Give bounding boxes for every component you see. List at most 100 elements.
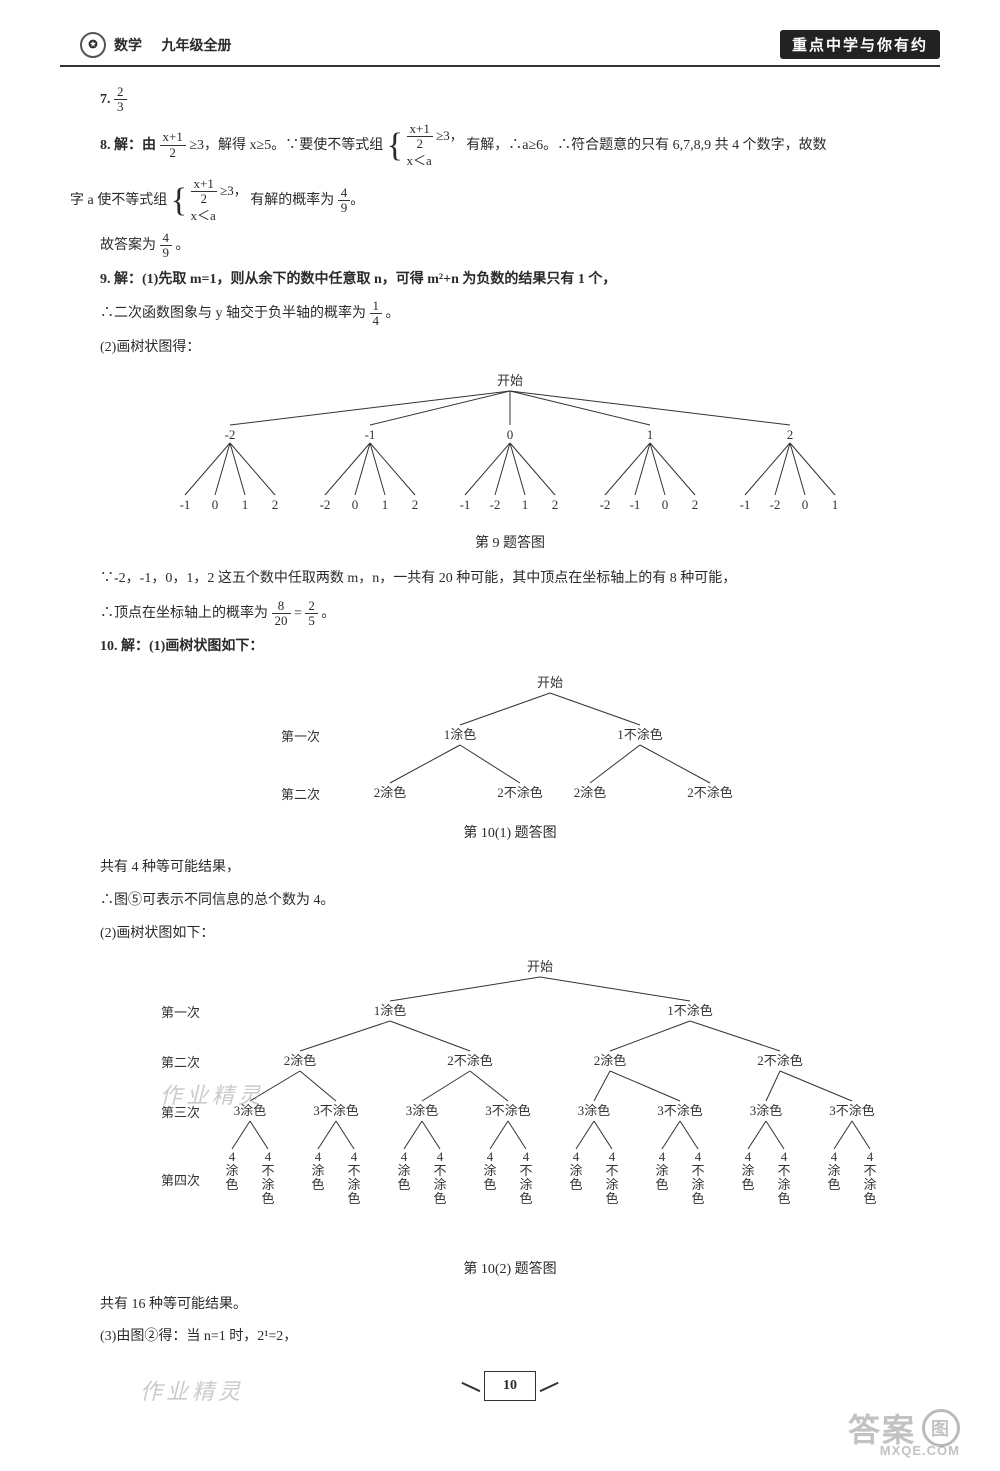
svg-text:0: 0: [352, 497, 359, 512]
brace-icon: {: [387, 132, 403, 159]
svg-text:不: 不: [777, 1163, 790, 1178]
svg-text:-1: -1: [180, 497, 191, 512]
svg-text:1: 1: [647, 427, 654, 442]
svg-text:1不涂色: 1不涂色: [667, 1003, 713, 1018]
svg-text:不: 不: [691, 1163, 704, 1178]
tree-diagram-icon: 开始第一次第二次1涂色1不涂色2涂色2不涂色2涂色2不涂色: [190, 669, 830, 819]
q10-p2: (2)画树状图如下：: [100, 921, 920, 948]
svg-text:0: 0: [507, 427, 514, 442]
svg-text:不: 不: [863, 1163, 876, 1178]
svg-text:2涂色: 2涂色: [374, 785, 407, 800]
header-banner: 重点中学与你有约: [780, 30, 940, 59]
q8: 8. 解：由 x+1 2 ≥3，解得 x≥5。∵要使不等式组 { x+12 ≥3…: [100, 121, 920, 170]
svg-text:开始: 开始: [537, 675, 563, 690]
svg-text:涂: 涂: [777, 1177, 790, 1192]
svg-text:色: 色: [741, 1177, 754, 1192]
q8-t2: 有解，∴a≥6。∴符合题意的只有 6,7,8,9 共 4 个数字，故数: [466, 137, 826, 152]
svg-text:4: 4: [523, 1149, 530, 1164]
q10-tree1-caption: 第 10(1) 题答图: [100, 821, 920, 848]
svg-text:4: 4: [437, 1149, 444, 1164]
header-left: ✪ 数学 九年级全册: [80, 32, 232, 58]
page-footer: 作业精灵 10: [100, 1371, 920, 1402]
svg-text:色: 色: [311, 1177, 324, 1192]
subject: 数学: [114, 35, 142, 55]
svg-text:1: 1: [832, 497, 839, 512]
svg-text:0: 0: [662, 497, 669, 512]
svg-text:色: 色: [863, 1191, 876, 1206]
q9-l2: ∴二次函数图象与 y 轴交于负半轴的概率为 14 。: [100, 299, 920, 329]
svg-text:2: 2: [787, 427, 794, 442]
svg-text:涂: 涂: [397, 1163, 410, 1178]
svg-text:开始: 开始: [497, 373, 523, 388]
svg-text:0: 0: [212, 497, 219, 512]
svg-text:1涂色: 1涂色: [374, 1003, 407, 1018]
svg-text:1: 1: [522, 497, 529, 512]
q10-label: 10. 解：(1)画树状图如下：: [100, 639, 263, 654]
q10-tree1: 开始第一次第二次1涂色1不涂色2涂色2不涂色2涂色2不涂色 第 10(1) 题答…: [100, 669, 920, 848]
svg-text:-2: -2: [600, 497, 611, 512]
q10-after2a: 共有 16 种等可能结果。: [100, 1292, 920, 1319]
svg-text:色: 色: [691, 1191, 704, 1206]
q8-sys2: x+12 ≥3， x＜a: [191, 176, 247, 225]
svg-text:涂: 涂: [655, 1163, 668, 1178]
svg-text:色: 色: [655, 1177, 668, 1192]
svg-text:4: 4: [745, 1149, 752, 1164]
svg-text:4: 4: [487, 1149, 494, 1164]
watermark: 答案 图 MXQE.COM: [848, 1405, 960, 1451]
svg-text:4: 4: [695, 1149, 702, 1164]
svg-text:1: 1: [242, 497, 249, 512]
badge-icon: ✪: [80, 32, 106, 58]
svg-text:2不涂色: 2不涂色: [447, 1053, 493, 1068]
content: 7. 2 3 8. 解：由 x+1 2 ≥3，解得 x≥5。∵要使不等式组 { …: [0, 75, 1000, 1401]
q7: 7. 2 3: [100, 85, 920, 115]
svg-text:-1: -1: [630, 497, 641, 512]
svg-text:涂: 涂: [605, 1177, 618, 1192]
svg-text:涂: 涂: [863, 1177, 876, 1192]
svg-text:3不涂色: 3不涂色: [829, 1103, 875, 1118]
svg-text:1: 1: [382, 497, 389, 512]
q10-after1b: ∴图⑤可表示不同信息的总个数为 4。: [100, 888, 920, 915]
svg-text:3涂色: 3涂色: [750, 1103, 783, 1118]
svg-text:3涂色: 3涂色: [406, 1103, 439, 1118]
page-header: ✪ 数学 九年级全册 重点中学与你有约: [60, 0, 940, 67]
svg-text:涂: 涂: [519, 1177, 532, 1192]
q9-l3: (2)画树状图得：: [100, 335, 920, 362]
svg-text:4: 4: [781, 1149, 788, 1164]
svg-text:3不涂色: 3不涂色: [657, 1103, 703, 1118]
svg-text:2不涂色: 2不涂色: [497, 785, 543, 800]
svg-text:涂: 涂: [691, 1177, 704, 1192]
watermark-faint: 作业精灵: [160, 1075, 264, 1117]
svg-text:1不涂色: 1不涂色: [617, 727, 663, 742]
svg-text:涂: 涂: [569, 1163, 582, 1178]
svg-text:开始: 开始: [527, 959, 553, 974]
svg-text:3涂色: 3涂色: [578, 1103, 611, 1118]
svg-text:色: 色: [569, 1177, 582, 1192]
svg-text:-2: -2: [225, 427, 236, 442]
page-number: 10: [484, 1371, 536, 1402]
svg-text:-1: -1: [365, 427, 376, 442]
svg-text:0: 0: [802, 497, 809, 512]
svg-text:4: 4: [831, 1149, 838, 1164]
svg-text:4: 4: [573, 1149, 580, 1164]
svg-text:涂: 涂: [261, 1177, 274, 1192]
wm-circle-icon: 图: [922, 1409, 960, 1447]
svg-text:色: 色: [605, 1191, 618, 1206]
svg-text:第二次: 第二次: [161, 1055, 200, 1070]
grade: 九年级全册: [162, 35, 232, 55]
wm-sub: MXQE.COM: [880, 1443, 960, 1458]
svg-text:2不涂色: 2不涂色: [757, 1053, 803, 1068]
svg-text:涂: 涂: [225, 1163, 238, 1178]
svg-text:色: 色: [397, 1177, 410, 1192]
q10-after1a: 共有 4 种等可能结果，: [100, 855, 920, 882]
svg-text:涂: 涂: [433, 1177, 446, 1192]
q9-tree: 开始-2-1012-1-20120-1-2121-2-1022-1-201 第 …: [100, 369, 920, 558]
svg-text:2涂色: 2涂色: [594, 1053, 627, 1068]
svg-text:-1: -1: [740, 497, 751, 512]
svg-text:3不涂色: 3不涂色: [485, 1103, 531, 1118]
q7-label: 7.: [100, 92, 111, 107]
svg-text:第一次: 第一次: [161, 1005, 200, 1020]
svg-text:色: 色: [519, 1191, 532, 1206]
svg-text:3不涂色: 3不涂色: [313, 1103, 359, 1118]
svg-text:2涂色: 2涂色: [574, 785, 607, 800]
svg-text:色: 色: [347, 1191, 360, 1206]
